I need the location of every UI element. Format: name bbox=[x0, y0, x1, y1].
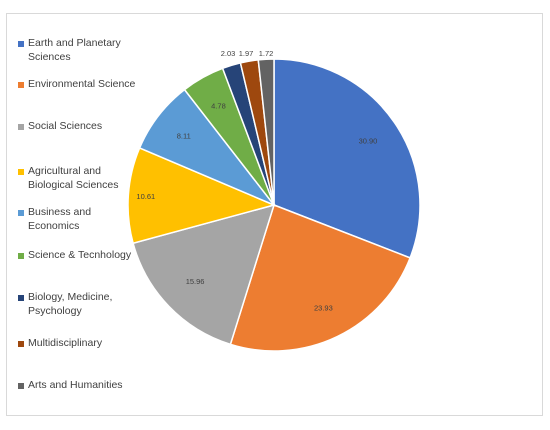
legend-label-line: Psychology bbox=[28, 305, 82, 317]
legend-swatch bbox=[18, 210, 24, 216]
legend-swatch bbox=[18, 124, 24, 130]
slice-value-label: 8.11 bbox=[177, 132, 191, 141]
legend-label-line: Biological Sciences bbox=[28, 179, 119, 191]
legend-label-line: Multidisciplinary bbox=[28, 337, 103, 349]
legend-label-line: Social Sciences bbox=[28, 120, 103, 132]
legend-swatch bbox=[18, 341, 24, 347]
pie-slice bbox=[229, 204, 412, 352]
slice-value-label: 4.78 bbox=[211, 102, 226, 111]
legend-label-line: Biology, Medicine, bbox=[28, 291, 113, 303]
legend-swatch bbox=[18, 41, 24, 47]
legend-swatch bbox=[18, 82, 24, 88]
slice-value-label: 1.97 bbox=[239, 49, 254, 58]
slice-value-label: 15.96 bbox=[186, 277, 205, 286]
legend-label: Science & Tecnhology bbox=[28, 248, 158, 262]
legend-label-line: Earth and Planetary bbox=[28, 37, 121, 49]
legend-label-line: Sciences bbox=[28, 51, 71, 63]
legend-label: Biology, Medicine, Psychology bbox=[28, 290, 158, 318]
legend-label-line: Environmental Science bbox=[28, 78, 136, 90]
legend-label-line: Arts and Humanities bbox=[28, 379, 123, 391]
pie-slice bbox=[127, 146, 277, 245]
slice-value-label: 23.93 bbox=[314, 304, 333, 313]
legend-label: Social Sciences bbox=[28, 119, 158, 133]
pie-slice bbox=[132, 203, 276, 346]
slice-value-label: 2.03 bbox=[221, 49, 236, 58]
legend-label-line: Business and bbox=[28, 206, 92, 218]
chart-legend: Earth and Planetary Sciences Environmental… bbox=[18, 32, 158, 402]
pie-slice bbox=[257, 58, 275, 206]
legend-label-line: Economics bbox=[28, 220, 80, 232]
legend-swatch bbox=[18, 169, 24, 175]
legend-swatch bbox=[18, 295, 24, 301]
legend-label: Earth and Planetary Sciences bbox=[28, 36, 158, 64]
pie-slice bbox=[273, 58, 421, 259]
legend-label: Arts and Humanities bbox=[28, 378, 158, 392]
legend-swatch bbox=[18, 253, 24, 259]
legend-label: Business and Economics bbox=[28, 205, 158, 233]
legend-label-line: Agricultural and bbox=[28, 165, 101, 177]
legend-label: Environmental Science bbox=[28, 77, 158, 91]
slice-value-label: 1.72 bbox=[259, 49, 274, 58]
legend-label-line: Science & Tecnhology bbox=[28, 249, 132, 261]
legend-label: Agricultural and Biological Sciences bbox=[28, 164, 158, 192]
slice-value-label: 10.61 bbox=[136, 192, 155, 201]
legend-label: Multidisciplinary bbox=[28, 336, 158, 350]
legend-swatch bbox=[18, 383, 24, 389]
slice-value-label: 30.90 bbox=[359, 137, 378, 146]
